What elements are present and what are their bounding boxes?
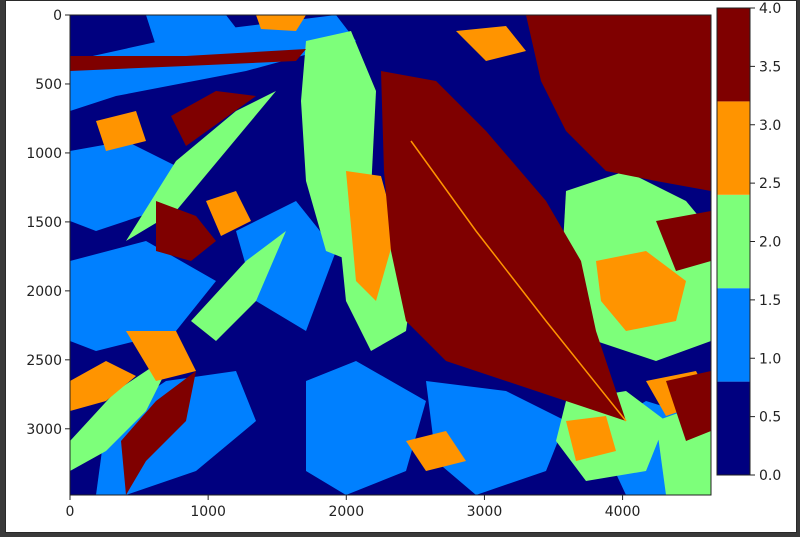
y-tick-label: 500	[35, 77, 62, 93]
segment-class1	[70, 166, 116, 211]
y-tick-label: 2000	[26, 284, 62, 300]
segment-class4	[666, 371, 711, 441]
segment-class1	[426, 381, 566, 495]
segment-class2	[126, 91, 276, 241]
segment-class3	[566, 416, 616, 461]
x-tick-label: 1000	[190, 504, 226, 520]
y-tick-label: 2500	[26, 353, 62, 369]
segment-class1	[70, 241, 216, 351]
colorbar-tick-label: 4.0	[759, 1, 781, 17]
segment-class3	[126, 331, 196, 381]
x-axis: 0 1000 2000 3000 4000	[66, 495, 641, 520]
segment-class4	[156, 201, 216, 261]
x-tick-label: 4000	[605, 504, 641, 520]
segment-class3	[96, 111, 146, 151]
colorbar-tick-label: 0.0	[759, 468, 781, 484]
plot-frame	[69, 14, 712, 496]
segment-class4	[171, 91, 256, 146]
segment-class4	[381, 71, 626, 421]
colorbar-tick-label: 3.5	[759, 59, 781, 75]
colorbar-bin	[717, 8, 750, 102]
segment-class3	[346, 171, 396, 301]
y-tick-label: 1000	[26, 146, 62, 162]
segment-class2	[70, 351, 176, 471]
chart-svg: 0 1000 2000 3000 4000 0 500 1000 1500 2000 2500 30…	[26, 1, 781, 520]
segment-class4	[526, 15, 711, 191]
segment-class4	[70, 49, 306, 71]
y-tick-label: 3000	[26, 422, 62, 438]
x-tick-label: 2000	[328, 504, 364, 520]
leaf-midrib	[410, 140, 627, 422]
colorbar-bin	[717, 194, 750, 289]
segment-class3	[70, 361, 136, 411]
segment-class3	[456, 26, 526, 61]
y-tick-label: 1500	[26, 215, 62, 231]
segment-class1	[306, 361, 426, 495]
colorbar-tick-label: 3.0	[759, 118, 781, 134]
colorbar-tick-label: 1.0	[759, 351, 781, 367]
y-axis: 0 500 1000 1500 2000 2500 3000	[26, 8, 70, 438]
colorbar-tick-label: 2.5	[759, 176, 781, 192]
segment-class4	[121, 371, 196, 495]
x-tick-label: 0	[66, 504, 75, 520]
colorbar-bin	[717, 101, 750, 195]
colorbar-bin	[717, 288, 750, 382]
segment-class2	[191, 231, 286, 341]
segment-class3	[256, 15, 306, 31]
segment-class4	[656, 211, 711, 271]
colorbar-bin	[717, 381, 750, 475]
segment-class1	[146, 15, 246, 61]
colorbar-tick-label: 2.0	[759, 235, 781, 251]
colorbar-tick-label: 0.5	[759, 410, 781, 426]
y-tick-label: 0	[53, 8, 62, 24]
x-tick-label: 3000	[467, 504, 503, 520]
segment-class3	[206, 191, 251, 236]
segment-class3	[596, 251, 686, 331]
colorbar-tick-label: 1.5	[759, 293, 781, 309]
figure: 0 1000 2000 3000 4000 0 500 1000 1500 2000 2500 30…	[5, 0, 797, 533]
segmentation-image	[70, 15, 711, 495]
colorbar: 0.0 0.5 1.0 1.5 2.0 2.5 3.0 3.5 4.0	[716, 1, 781, 484]
segment-class3	[406, 431, 466, 471]
segment-class1	[236, 201, 336, 331]
